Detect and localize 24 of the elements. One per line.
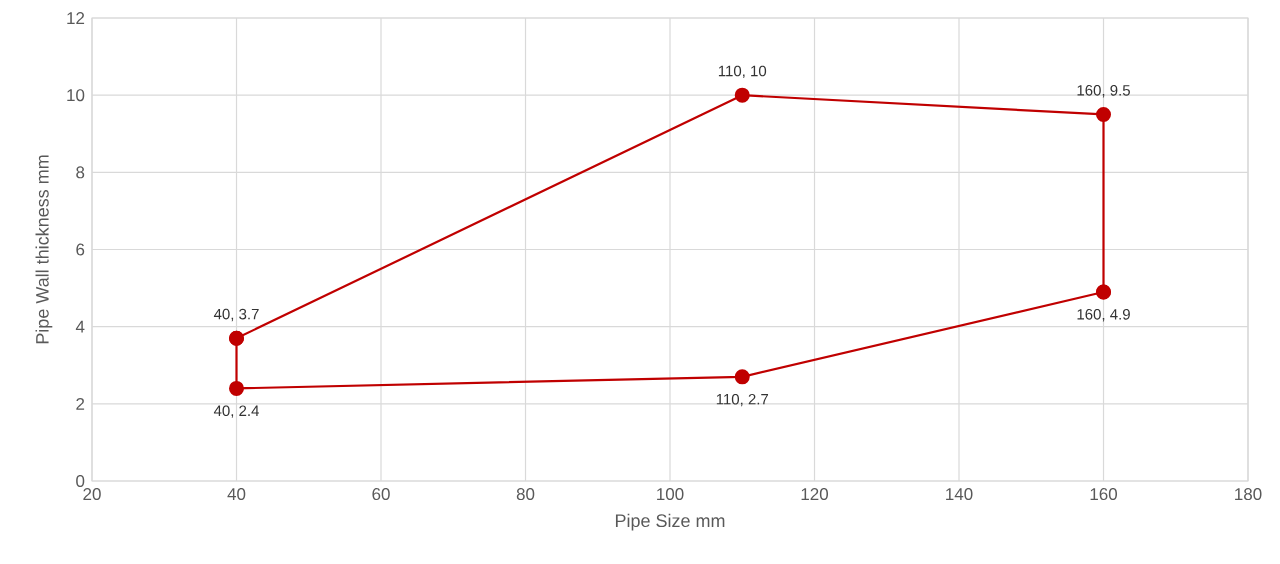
y-tick-label: 8 [76,166,85,179]
y-tick-label: 6 [76,243,85,256]
data-label: 110, 2.7 [716,393,769,407]
x-tick-label: 120 [801,488,829,501]
y-tick-label: 4 [75,320,85,333]
data-label: 160, 9.5 [1077,85,1130,98]
y-tick-label: 10 [67,89,85,102]
data-label: 110, 10 [718,65,767,79]
x-tick-label: 160 [1090,488,1118,501]
x-tick-label: 180 [1235,488,1262,501]
x-tick-label: 60 [372,488,390,501]
data-label: 160, 4.9 [1077,309,1130,322]
x-tick-label: 140 [946,488,973,501]
x-axis-title: Pipe Size mm [615,513,725,531]
x-tick-label: 80 [516,488,535,501]
y-tick-label: 0 [76,475,85,488]
y-tick-label: 12 [67,12,85,24]
x-tick-label: 40 [227,488,246,501]
x-tick-label: 100 [657,488,684,501]
x-tick-label: 20 [83,488,101,501]
data-label: 40, 3.7 [213,308,259,322]
y-tick-label: 2 [76,397,85,410]
y-axis-title: Pipe Wall thickness mm [35,155,53,344]
data-label: 40, 2.4 [213,405,259,418]
